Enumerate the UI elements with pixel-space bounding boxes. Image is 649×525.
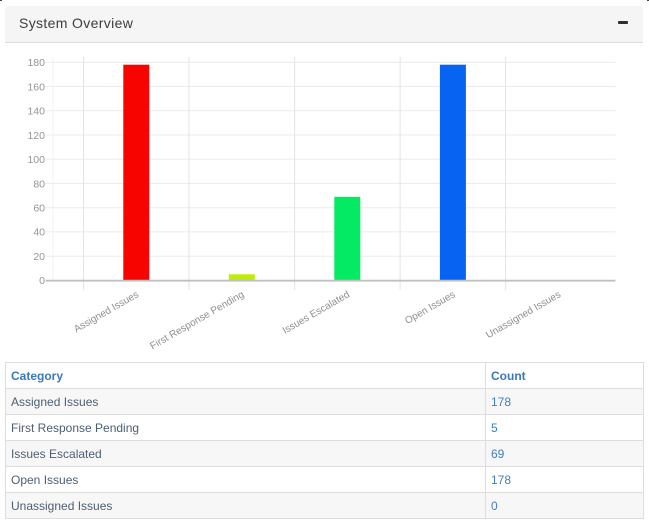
svg-text:Unassigned Issues: Unassigned Issues bbox=[484, 289, 563, 341]
svg-text:60: 60 bbox=[33, 203, 45, 215]
svg-text:140: 140 bbox=[27, 106, 45, 118]
svg-text:120: 120 bbox=[27, 130, 45, 142]
svg-text:160: 160 bbox=[27, 81, 45, 93]
svg-text:Issues Escalated: Issues Escalated bbox=[281, 289, 352, 336]
svg-text:80: 80 bbox=[33, 178, 45, 190]
svg-text:180: 180 bbox=[27, 57, 45, 69]
svg-text:Open Issues: Open Issues bbox=[403, 289, 457, 327]
svg-text:20: 20 bbox=[33, 251, 45, 263]
svg-text:Assigned Issues: Assigned Issues bbox=[72, 289, 141, 335]
svg-text:First Response Pending: First Response Pending bbox=[148, 289, 246, 352]
svg-text:0: 0 bbox=[39, 275, 45, 287]
svg-text:100: 100 bbox=[27, 154, 45, 166]
svg-text:40: 40 bbox=[33, 227, 45, 239]
